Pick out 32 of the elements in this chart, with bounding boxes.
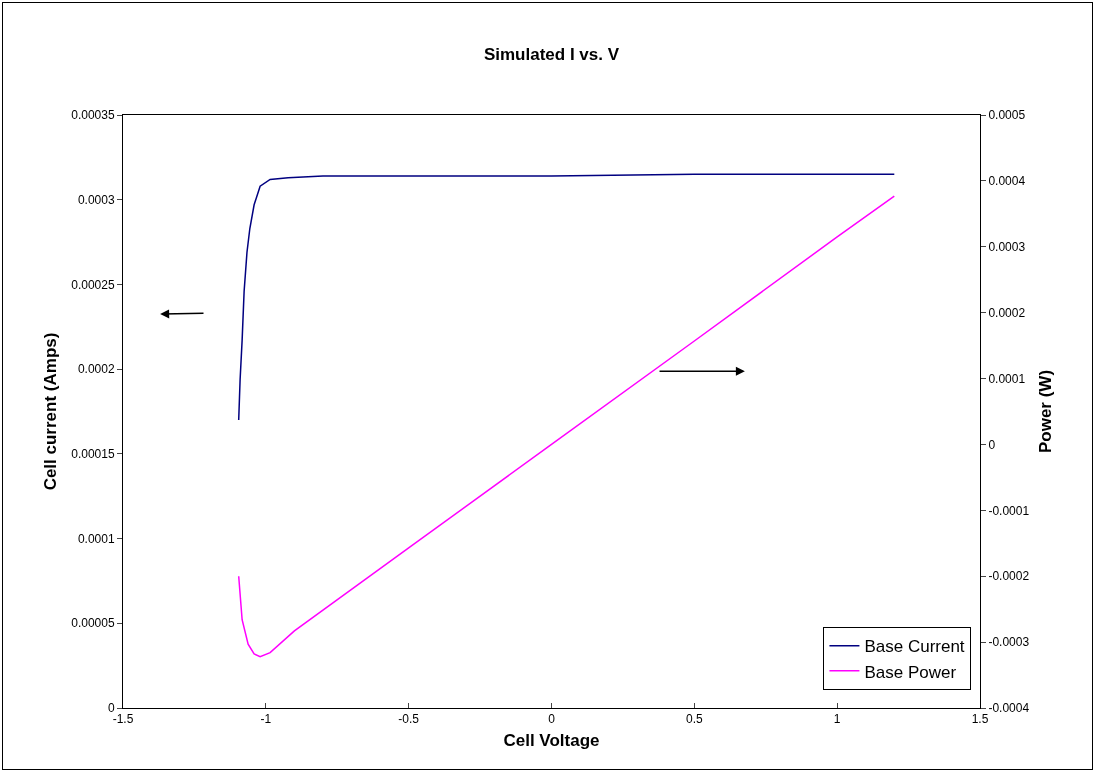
y-tick-label: 0.0002 [77, 362, 115, 377]
y2-tick-label: -0.0002 [988, 569, 1030, 584]
y2-tick-label: -0.0001 [988, 503, 1030, 518]
y-axis-title: Cell current (Amps) [40, 332, 60, 491]
y2-axis-title: Power (W) [1035, 369, 1055, 454]
y-tick-label: 0.00025 [71, 277, 115, 292]
chart-title: Simulated I vs. V [483, 45, 620, 65]
y2-tick-label: 0 [988, 437, 996, 452]
x-tick-label: 1.5 [971, 712, 989, 727]
legend-label: Base Current [864, 637, 965, 657]
y2-tick-label: 0.0004 [988, 174, 1026, 189]
x-tick-label: -1 [260, 712, 272, 727]
x-axis-title: Cell Voltage [503, 730, 600, 750]
x-tick-label: 1 [833, 712, 841, 727]
y2-tick-label: -0.0003 [988, 635, 1030, 650]
y-tick-label: 0.00035 [71, 108, 115, 123]
x-tick-label: -1.5 [112, 712, 134, 727]
y2-tick-label: 0.0003 [988, 239, 1026, 254]
y-tick-label: 0 [107, 701, 115, 716]
y-tick-label: 0.00005 [71, 616, 115, 631]
line-series [237, 173, 896, 421]
y-tick-label: 0.0001 [77, 531, 115, 546]
y2-tick-label: 0.0002 [988, 305, 1026, 320]
legend-label: Base Power [864, 662, 957, 682]
y-tick-label: 0.00015 [71, 447, 115, 462]
x-tick-label: 0.5 [685, 712, 703, 727]
y2-tick-label: 0.0001 [988, 371, 1026, 386]
y-tick-label: 0.0003 [77, 192, 115, 207]
y2-tick-label: 0.0005 [988, 108, 1026, 123]
x-tick-label: -0.5 [398, 712, 420, 727]
y2-tick-label: -0.0004 [988, 701, 1030, 716]
x-tick-label: 0 [548, 712, 556, 727]
